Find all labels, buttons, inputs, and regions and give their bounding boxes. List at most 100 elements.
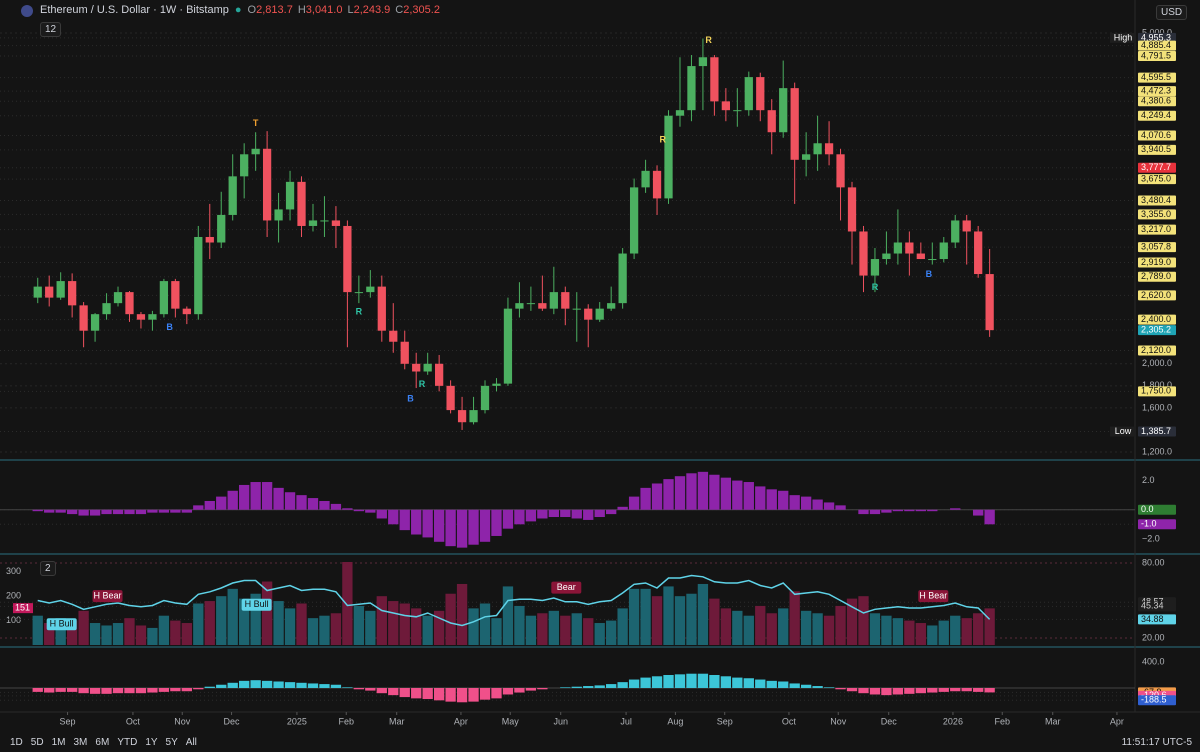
histogram-bar bbox=[892, 687, 904, 695]
histogram-bar bbox=[869, 509, 881, 515]
candle-body bbox=[102, 303, 111, 315]
histogram-bar bbox=[617, 682, 628, 688]
range-button[interactable]: YTD bbox=[117, 737, 138, 748]
price-tag-label: 0.0 bbox=[1141, 504, 1154, 514]
candle-body bbox=[813, 143, 822, 155]
histogram-bar bbox=[835, 687, 846, 690]
candle-body bbox=[549, 292, 558, 309]
histogram-bar bbox=[961, 687, 972, 692]
candle-body bbox=[297, 181, 306, 226]
candle-body bbox=[962, 220, 971, 232]
histogram-bar bbox=[674, 476, 686, 510]
histogram-bar bbox=[755, 679, 766, 688]
histogram-bar bbox=[594, 685, 605, 688]
histogram-bar bbox=[181, 509, 192, 513]
candle-body bbox=[836, 154, 845, 188]
volume-bar bbox=[594, 623, 605, 645]
histogram-bar bbox=[789, 683, 800, 688]
histogram-bar bbox=[135, 509, 147, 515]
candle-body bbox=[538, 303, 547, 309]
candle-body bbox=[194, 236, 203, 315]
candle-body bbox=[652, 170, 662, 199]
histogram-bar bbox=[284, 492, 296, 510]
range-button[interactable]: 6M bbox=[95, 737, 110, 748]
candle-body bbox=[68, 281, 77, 306]
histogram-bar bbox=[571, 686, 582, 688]
indicator-toggle[interactable]: 12 bbox=[40, 22, 62, 37]
histogram-bar bbox=[44, 687, 55, 693]
range-button[interactable]: 5Y bbox=[165, 737, 178, 748]
volume-bar bbox=[456, 583, 468, 645]
x-tick-label: Feb bbox=[994, 716, 1010, 726]
histogram-bar bbox=[445, 509, 456, 547]
candle-body bbox=[377, 286, 386, 331]
range-button[interactable]: 1M bbox=[51, 737, 66, 748]
volume-bar bbox=[433, 610, 445, 645]
y2-tick-label: 80.00 bbox=[1142, 557, 1165, 567]
range-button[interactable]: 3M bbox=[73, 737, 88, 748]
price-tag bbox=[1138, 345, 1176, 356]
histogram-bar bbox=[674, 674, 686, 688]
histogram-bar bbox=[365, 509, 376, 513]
histogram-bar bbox=[502, 509, 514, 529]
volume-bar bbox=[399, 603, 410, 645]
pane-indicator-toggle[interactable]: 2 bbox=[40, 561, 56, 576]
y-tick-label: 300 bbox=[6, 566, 21, 576]
histogram-bar bbox=[388, 687, 399, 696]
range-button[interactable]: 1D bbox=[10, 737, 23, 748]
candle-body bbox=[308, 220, 318, 226]
annotation-box bbox=[92, 590, 123, 603]
price-tag-label: -1.0 bbox=[1141, 519, 1157, 529]
ohlc-item: L2,243.9 bbox=[347, 4, 390, 16]
left-tag bbox=[13, 603, 33, 614]
candle-body bbox=[710, 57, 719, 102]
histogram-bar bbox=[307, 683, 319, 688]
histogram-bar bbox=[709, 674, 720, 688]
histogram-bar bbox=[32, 509, 43, 512]
ohlc-key: O bbox=[247, 4, 257, 16]
volume-bar bbox=[514, 605, 525, 645]
currency-button[interactable]: USD bbox=[1156, 5, 1188, 20]
volume-bar bbox=[743, 615, 754, 645]
price-tag-label: 4,955.3 bbox=[1141, 32, 1171, 42]
volume-bar bbox=[812, 613, 823, 645]
x-tick-label: Feb bbox=[338, 716, 354, 726]
ohlc-key: C bbox=[395, 4, 404, 16]
price-tag bbox=[1138, 271, 1176, 282]
histogram-bar bbox=[239, 680, 250, 688]
volume-bar bbox=[112, 623, 124, 645]
volume-bar bbox=[663, 586, 674, 645]
histogram-bar bbox=[479, 687, 491, 700]
candle-body bbox=[618, 253, 627, 304]
histogram-bar bbox=[617, 506, 628, 510]
price-tag-label: 2,789.0 bbox=[1141, 271, 1171, 281]
histogram-bar bbox=[789, 495, 800, 510]
price-tag bbox=[1138, 96, 1176, 107]
x-tick-label: Sep bbox=[60, 716, 76, 726]
candle-body bbox=[629, 187, 639, 254]
histogram-bar bbox=[594, 509, 605, 518]
candle-body bbox=[641, 170, 650, 188]
range-button[interactable]: 1Y bbox=[145, 737, 158, 748]
histogram-bar bbox=[422, 509, 433, 538]
volume-bar bbox=[55, 618, 66, 645]
volume-bar bbox=[66, 620, 78, 645]
price-tag bbox=[1138, 72, 1176, 83]
histogram-bar bbox=[904, 509, 915, 512]
price-tag-label: 3,217.0 bbox=[1141, 224, 1171, 234]
price-tag bbox=[1138, 290, 1176, 301]
candle-body bbox=[469, 410, 478, 423]
candle-body bbox=[744, 77, 753, 111]
range-button[interactable]: All bbox=[185, 737, 197, 748]
ohlc-value: 2,305.2 bbox=[403, 4, 440, 16]
volume-bar bbox=[674, 596, 686, 645]
histogram-bar bbox=[204, 686, 215, 688]
x-tick-label: Jul bbox=[620, 716, 632, 726]
histogram-bar bbox=[651, 676, 663, 688]
volume-bar bbox=[628, 588, 640, 645]
histogram-bar bbox=[422, 687, 433, 700]
volume-bar bbox=[778, 608, 789, 645]
ohlc-value: 2,243.9 bbox=[353, 4, 391, 16]
range-button[interactable]: 5D bbox=[30, 737, 44, 748]
histogram-bar bbox=[112, 687, 124, 694]
